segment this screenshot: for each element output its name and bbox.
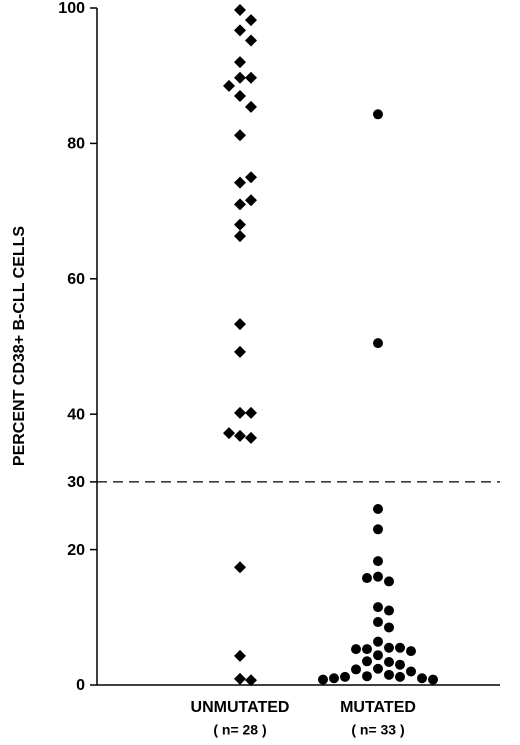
- circle-point: [351, 664, 361, 675]
- circle-point: [373, 556, 383, 567]
- diamond-point: [245, 674, 257, 687]
- y-tick-label: 80: [67, 136, 85, 153]
- diamond-point: [234, 4, 246, 17]
- x-tick-label: UNMUTATED: [191, 699, 290, 716]
- circle-point: [428, 674, 438, 685]
- diamond-point: [245, 194, 257, 207]
- diamond-point: [245, 100, 257, 113]
- circle-point: [318, 674, 328, 685]
- circle-point: [406, 646, 416, 657]
- y-tick-label: 100: [58, 0, 85, 17]
- category-note: ( n= 28 ): [213, 722, 266, 738]
- circle-point: [384, 576, 394, 587]
- circle-point: [395, 671, 405, 682]
- diamond-point: [234, 56, 246, 69]
- diamond-point: [234, 318, 246, 331]
- diamond-point: [234, 129, 246, 142]
- diamond-point: [245, 14, 257, 27]
- circle-point: [362, 671, 372, 682]
- circle-point: [351, 644, 361, 655]
- diamond-point: [234, 24, 246, 37]
- circle-point: [373, 571, 383, 582]
- diamond-point: [234, 198, 246, 211]
- circle-point: [329, 673, 339, 684]
- diamond-point: [234, 561, 246, 574]
- circle-point: [384, 605, 394, 616]
- circle-point: [417, 673, 427, 684]
- diamond-point: [234, 429, 246, 442]
- circle-point: [384, 656, 394, 667]
- circle-point: [373, 650, 383, 661]
- circle-point: [373, 109, 383, 120]
- diamond-point: [234, 71, 246, 84]
- diamond-point: [223, 427, 235, 440]
- diamond-point: [234, 672, 246, 685]
- diamond-point: [223, 79, 235, 92]
- diamond-point: [234, 649, 246, 662]
- diamond-point: [234, 90, 246, 103]
- circle-point: [340, 671, 350, 682]
- y-tick-label: 60: [67, 271, 85, 288]
- circle-point: [384, 669, 394, 680]
- circle-point: [406, 666, 416, 677]
- circle-point: [373, 617, 383, 628]
- diamond-point: [234, 218, 246, 231]
- circle-point: [395, 659, 405, 670]
- circle-point: [384, 642, 394, 653]
- circle-point: [362, 656, 372, 667]
- y-tick-label: 40: [67, 406, 85, 423]
- y-axis-label: PERCENT CD38+ B-CLL CELLS: [11, 226, 28, 467]
- diamond-point: [234, 345, 246, 358]
- y-tick-label: 0: [76, 677, 85, 694]
- diamond-point: [245, 34, 257, 47]
- circle-point: [373, 524, 383, 535]
- diamond-point: [245, 431, 257, 444]
- circle-point: [362, 644, 372, 655]
- diamond-point: [245, 71, 257, 84]
- diamond-point: [234, 406, 246, 419]
- circle-point: [362, 573, 372, 584]
- diamond-point: [245, 171, 257, 184]
- y-tick-label: 30: [67, 474, 85, 491]
- category-note: ( n= 33 ): [351, 722, 404, 738]
- circle-point: [373, 663, 383, 674]
- y-tick-label: 20: [67, 542, 85, 559]
- diamond-point: [234, 176, 246, 189]
- circle-point: [373, 602, 383, 613]
- circle-point: [373, 636, 383, 647]
- circle-point: [373, 338, 383, 349]
- x-tick-label: MUTATED: [340, 699, 416, 716]
- circle-point: [373, 503, 383, 514]
- circle-point: [395, 642, 405, 653]
- circle-point: [384, 622, 394, 633]
- diamond-point: [234, 230, 246, 243]
- diamond-point: [245, 406, 257, 419]
